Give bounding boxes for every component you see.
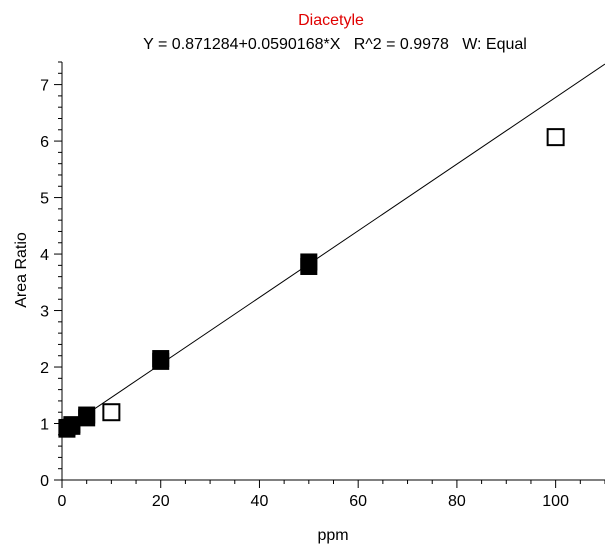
axes: 0 1 2 3 4 5 6 7 0 20 40 60 80 100 bbox=[40, 61, 605, 510]
x-tick-label: 80 bbox=[448, 493, 466, 510]
regression-line-group bbox=[61, 63, 605, 432]
chart-title: Diacetyle bbox=[298, 12, 364, 29]
y-tick-label: 5 bbox=[40, 191, 49, 208]
y-tick-label: 6 bbox=[40, 134, 49, 151]
x-axis-label: ppm bbox=[317, 527, 348, 544]
data-point-open bbox=[102, 403, 121, 422]
data-point-filled bbox=[300, 253, 318, 271]
y-tick-label: 2 bbox=[40, 360, 49, 377]
regression-line bbox=[61, 63, 605, 432]
data-point-open bbox=[546, 128, 565, 147]
y-axis-label: Area Ratio bbox=[13, 232, 30, 308]
x-tick-label: 40 bbox=[251, 493, 269, 510]
y-tick-label: 1 bbox=[40, 417, 49, 434]
x-tick-label: 100 bbox=[542, 493, 569, 510]
y-tick-label: 7 bbox=[40, 78, 49, 95]
data-point-filled bbox=[152, 350, 170, 368]
data-point-filled bbox=[63, 416, 81, 434]
y-tick-label: 4 bbox=[40, 247, 49, 264]
x-tick-label: 60 bbox=[349, 493, 367, 510]
data-point-filled bbox=[78, 406, 96, 424]
regression-equation: Y = 0.871284+0.0590168*X R^2 = 0.9978 W:… bbox=[143, 36, 527, 53]
y-tick-label: 0 bbox=[40, 473, 49, 490]
y-tick-label: 3 bbox=[40, 304, 49, 321]
x-tick-label: 0 bbox=[58, 493, 67, 510]
x-tick-label: 20 bbox=[152, 493, 170, 510]
data-points bbox=[58, 128, 565, 438]
